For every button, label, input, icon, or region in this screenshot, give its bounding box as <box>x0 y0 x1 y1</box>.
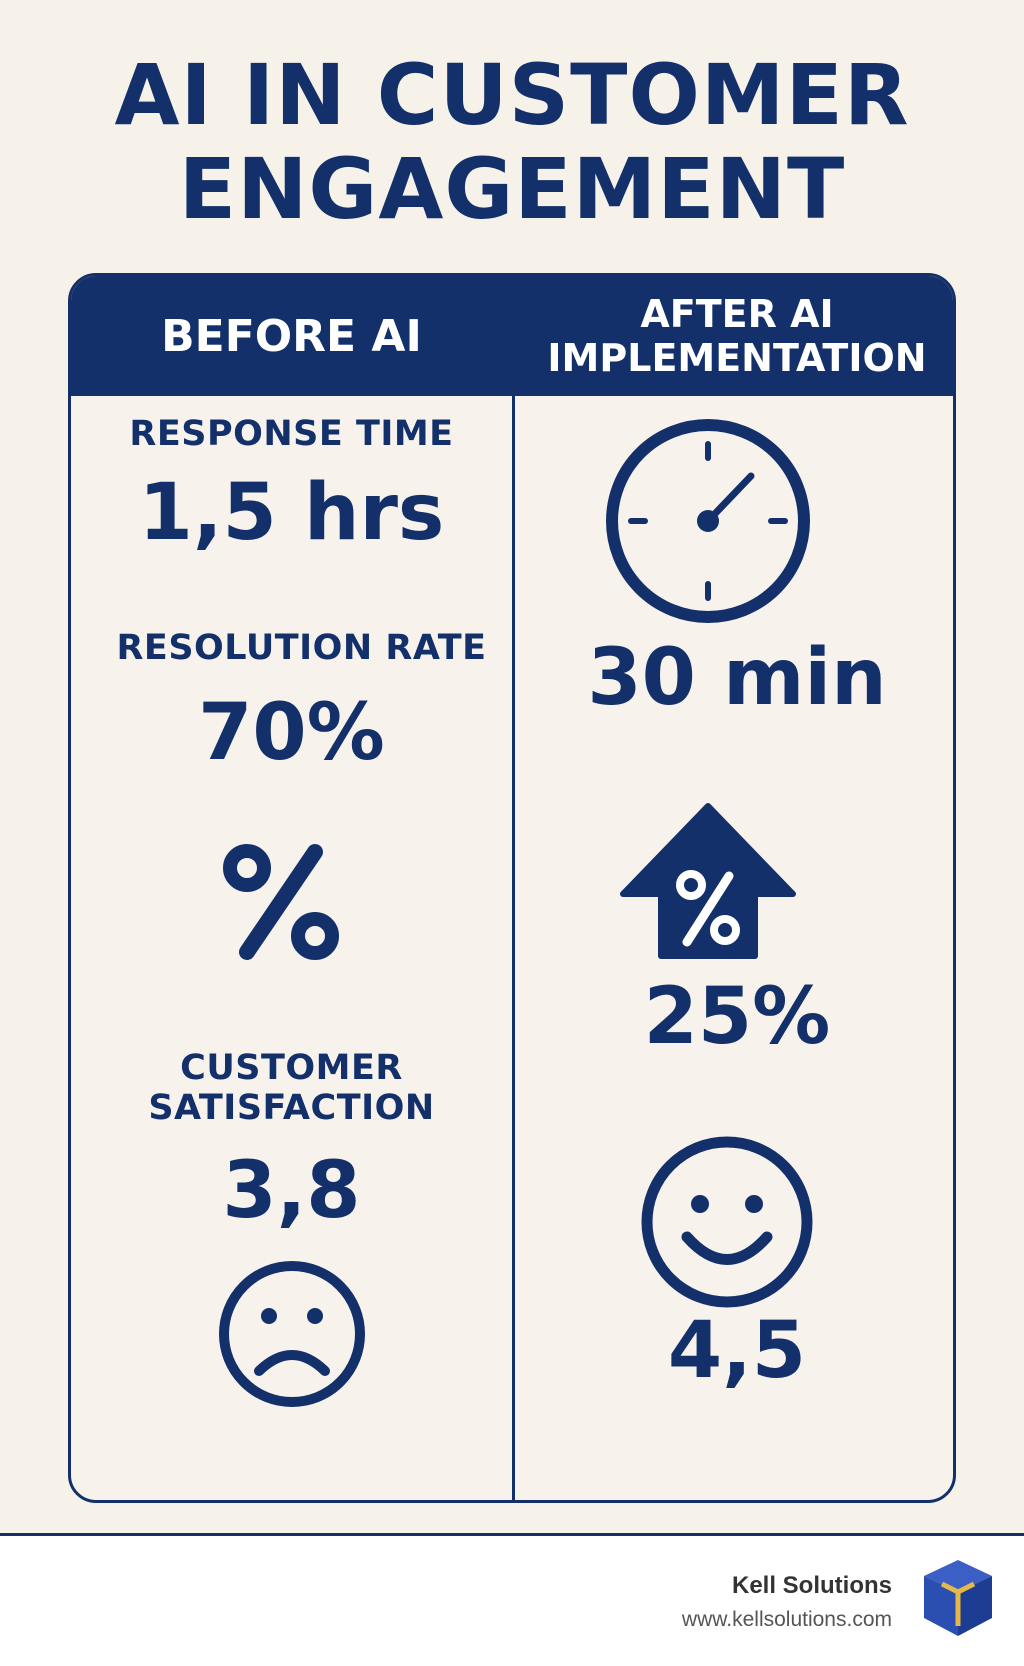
brand-name: Kell Solutions <box>731 1572 892 1599</box>
before-response-time-label: RESPONSE TIME <box>129 414 454 454</box>
after-header: AFTER AI IMPLEMENTATION <box>515 276 953 396</box>
before-response-time-value: 1,5 hrs <box>138 468 445 558</box>
after-satisfaction-value: 4,5 <box>667 1306 807 1396</box>
after-header-line-2: IMPLEMENTATION <box>547 336 927 380</box>
satisfaction-label-line-1: CUSTOMER <box>180 1048 403 1088</box>
smiley-face-icon <box>641 1136 813 1308</box>
page-title: AI IN CUSTOMER ENGAGEMENT <box>0 48 1024 236</box>
before-header: BEFORE AI <box>71 276 512 396</box>
cube-logo-icon <box>924 1560 992 1636</box>
after-header-line-1: AFTER AI <box>640 292 834 336</box>
footer <box>0 1536 1024 1666</box>
percent-up-arrow-icon <box>620 803 796 959</box>
brand-url: www.kellsolutions.com <box>681 1608 892 1631</box>
before-resolution-rate-label: RESOLUTION RATE <box>116 628 487 668</box>
before-satisfaction-label: CUSTOMER SATISFACTION <box>71 1048 512 1128</box>
before-resolution-rate-value: 70% <box>198 688 385 778</box>
title-line-1: AI IN CUSTOMER <box>114 46 910 144</box>
comparison-panel: BEFORE AI AFTER AI IMPLEMENTATION RESPON… <box>68 273 956 1503</box>
after-response-time-value: 30 min <box>587 633 887 723</box>
clock-icon <box>606 419 810 623</box>
percent-icon <box>223 844 339 960</box>
after-resolution-value: 25% <box>643 972 831 1062</box>
title-line-2: ENGAGEMENT <box>178 140 846 238</box>
satisfaction-label-line-2: SATISFACTION <box>148 1088 435 1128</box>
before-satisfaction-value: 3,8 <box>222 1146 361 1236</box>
column-divider <box>512 276 515 1500</box>
sad-face-icon <box>219 1261 365 1407</box>
footer-divider <box>0 1533 1024 1536</box>
